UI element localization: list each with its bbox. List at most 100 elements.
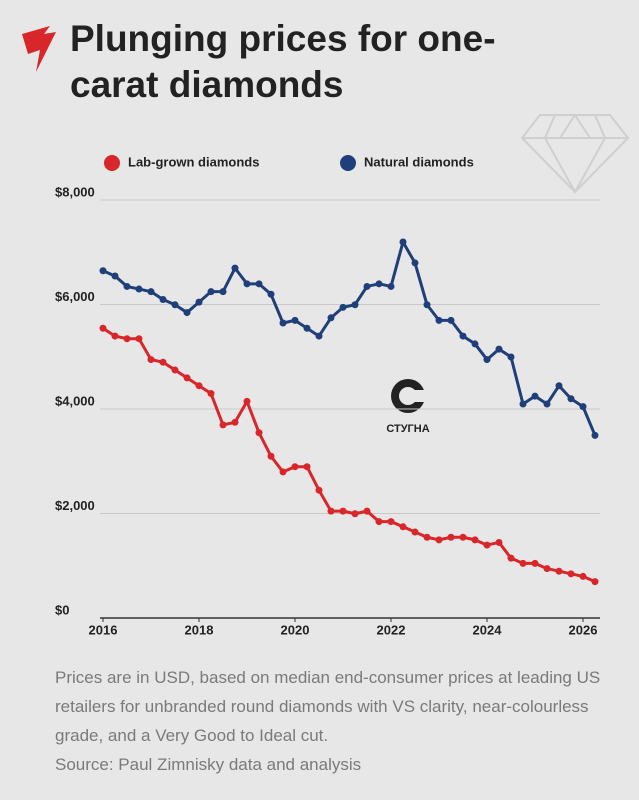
data-point (591, 578, 599, 586)
data-point (375, 518, 383, 526)
data-point (315, 486, 323, 494)
data-point (231, 264, 239, 272)
data-point (303, 463, 311, 471)
data-point (435, 316, 443, 324)
data-point (219, 288, 227, 296)
data-point (135, 335, 143, 343)
data-point (195, 298, 203, 306)
legend-marker (104, 155, 120, 171)
data-point (387, 518, 395, 526)
data-point (267, 452, 275, 460)
data-point (423, 301, 431, 309)
series-line (102, 326, 596, 584)
data-point (591, 431, 599, 439)
data-point (423, 533, 431, 541)
data-point (471, 536, 479, 544)
data-point (255, 280, 263, 288)
data-point (555, 567, 563, 575)
data-point (147, 356, 155, 364)
data-point (159, 296, 167, 303)
data-point (567, 570, 575, 578)
data-point (111, 272, 119, 280)
data-point (339, 303, 347, 311)
data-point (243, 397, 251, 405)
x-tick-label: 2016 (89, 622, 118, 637)
watermark: СТУГНА (386, 423, 429, 435)
data-point (351, 301, 359, 309)
data-point (519, 400, 527, 408)
data-point (339, 507, 347, 515)
data-point (303, 324, 311, 332)
data-point (207, 288, 215, 296)
data-point (471, 340, 479, 348)
data-point (543, 565, 551, 573)
data-point (495, 345, 503, 353)
data-point (123, 335, 131, 343)
data-point (255, 429, 263, 437)
data-point (291, 316, 299, 324)
diamond-icon (520, 114, 630, 195)
data-point (495, 538, 503, 546)
chart: СТУГНА $0 $2,000 $4,000 $6,000 $8,000 2016 201… (22, 26, 630, 637)
data-point (327, 314, 335, 322)
data-point (363, 507, 371, 515)
data-point (531, 392, 539, 400)
legend-marker (340, 155, 356, 171)
data-point (399, 523, 407, 531)
data-point (231, 418, 239, 426)
x-tick-label: 2024 (473, 622, 503, 637)
x-tick-label: 2020 (281, 622, 310, 637)
data-point (363, 282, 371, 290)
data-point (531, 559, 539, 567)
y-tick-label: $0 (55, 602, 69, 617)
data-point (135, 285, 143, 293)
data-point (183, 309, 191, 317)
data-point (147, 288, 155, 296)
note: Prices are in USD, based on median end-c… (55, 668, 601, 745)
data-point (579, 572, 587, 580)
x-tick-label: 2026 (569, 622, 598, 637)
data-point (171, 366, 179, 374)
series (99, 238, 599, 439)
data-point (507, 353, 515, 361)
data-point (279, 319, 287, 327)
series (99, 324, 599, 586)
data-point (507, 554, 515, 562)
footnote: Prices are in USD, based on median end-c… (55, 663, 605, 779)
legend-label: Lab-grown diamonds (128, 154, 259, 169)
data-point (327, 507, 335, 515)
data-point (447, 533, 455, 541)
data-point (399, 238, 407, 246)
data-point (351, 510, 359, 518)
data-point (99, 267, 107, 275)
data-point (459, 533, 467, 541)
data-point (543, 400, 551, 408)
y-tick-label: $2,000 (55, 498, 95, 513)
data-point (123, 282, 131, 290)
data-point (279, 468, 287, 476)
data-point (519, 559, 527, 567)
data-point (171, 301, 179, 309)
data-point (459, 332, 467, 340)
y-tick-label: $6,000 (55, 289, 95, 304)
y-tick-label: $4,000 (55, 393, 95, 408)
data-point (387, 282, 395, 290)
x-tick-label: 2018 (185, 622, 214, 637)
data-point (411, 528, 419, 536)
data-point (99, 324, 107, 332)
data-point (411, 259, 419, 267)
data-point (375, 280, 383, 288)
data-point (315, 332, 323, 340)
chart-title: Plunging prices for one-carat diamonds (70, 18, 496, 105)
data-point (555, 382, 563, 390)
data-point (243, 280, 251, 288)
source: Source: Paul Zimnisky data and analysis (55, 755, 362, 774)
data-point (435, 536, 443, 544)
data-point (219, 421, 227, 429)
data-point (291, 463, 299, 471)
data-point (483, 356, 491, 364)
data-point (267, 290, 275, 298)
data-point (483, 541, 491, 549)
data-point (579, 403, 587, 411)
